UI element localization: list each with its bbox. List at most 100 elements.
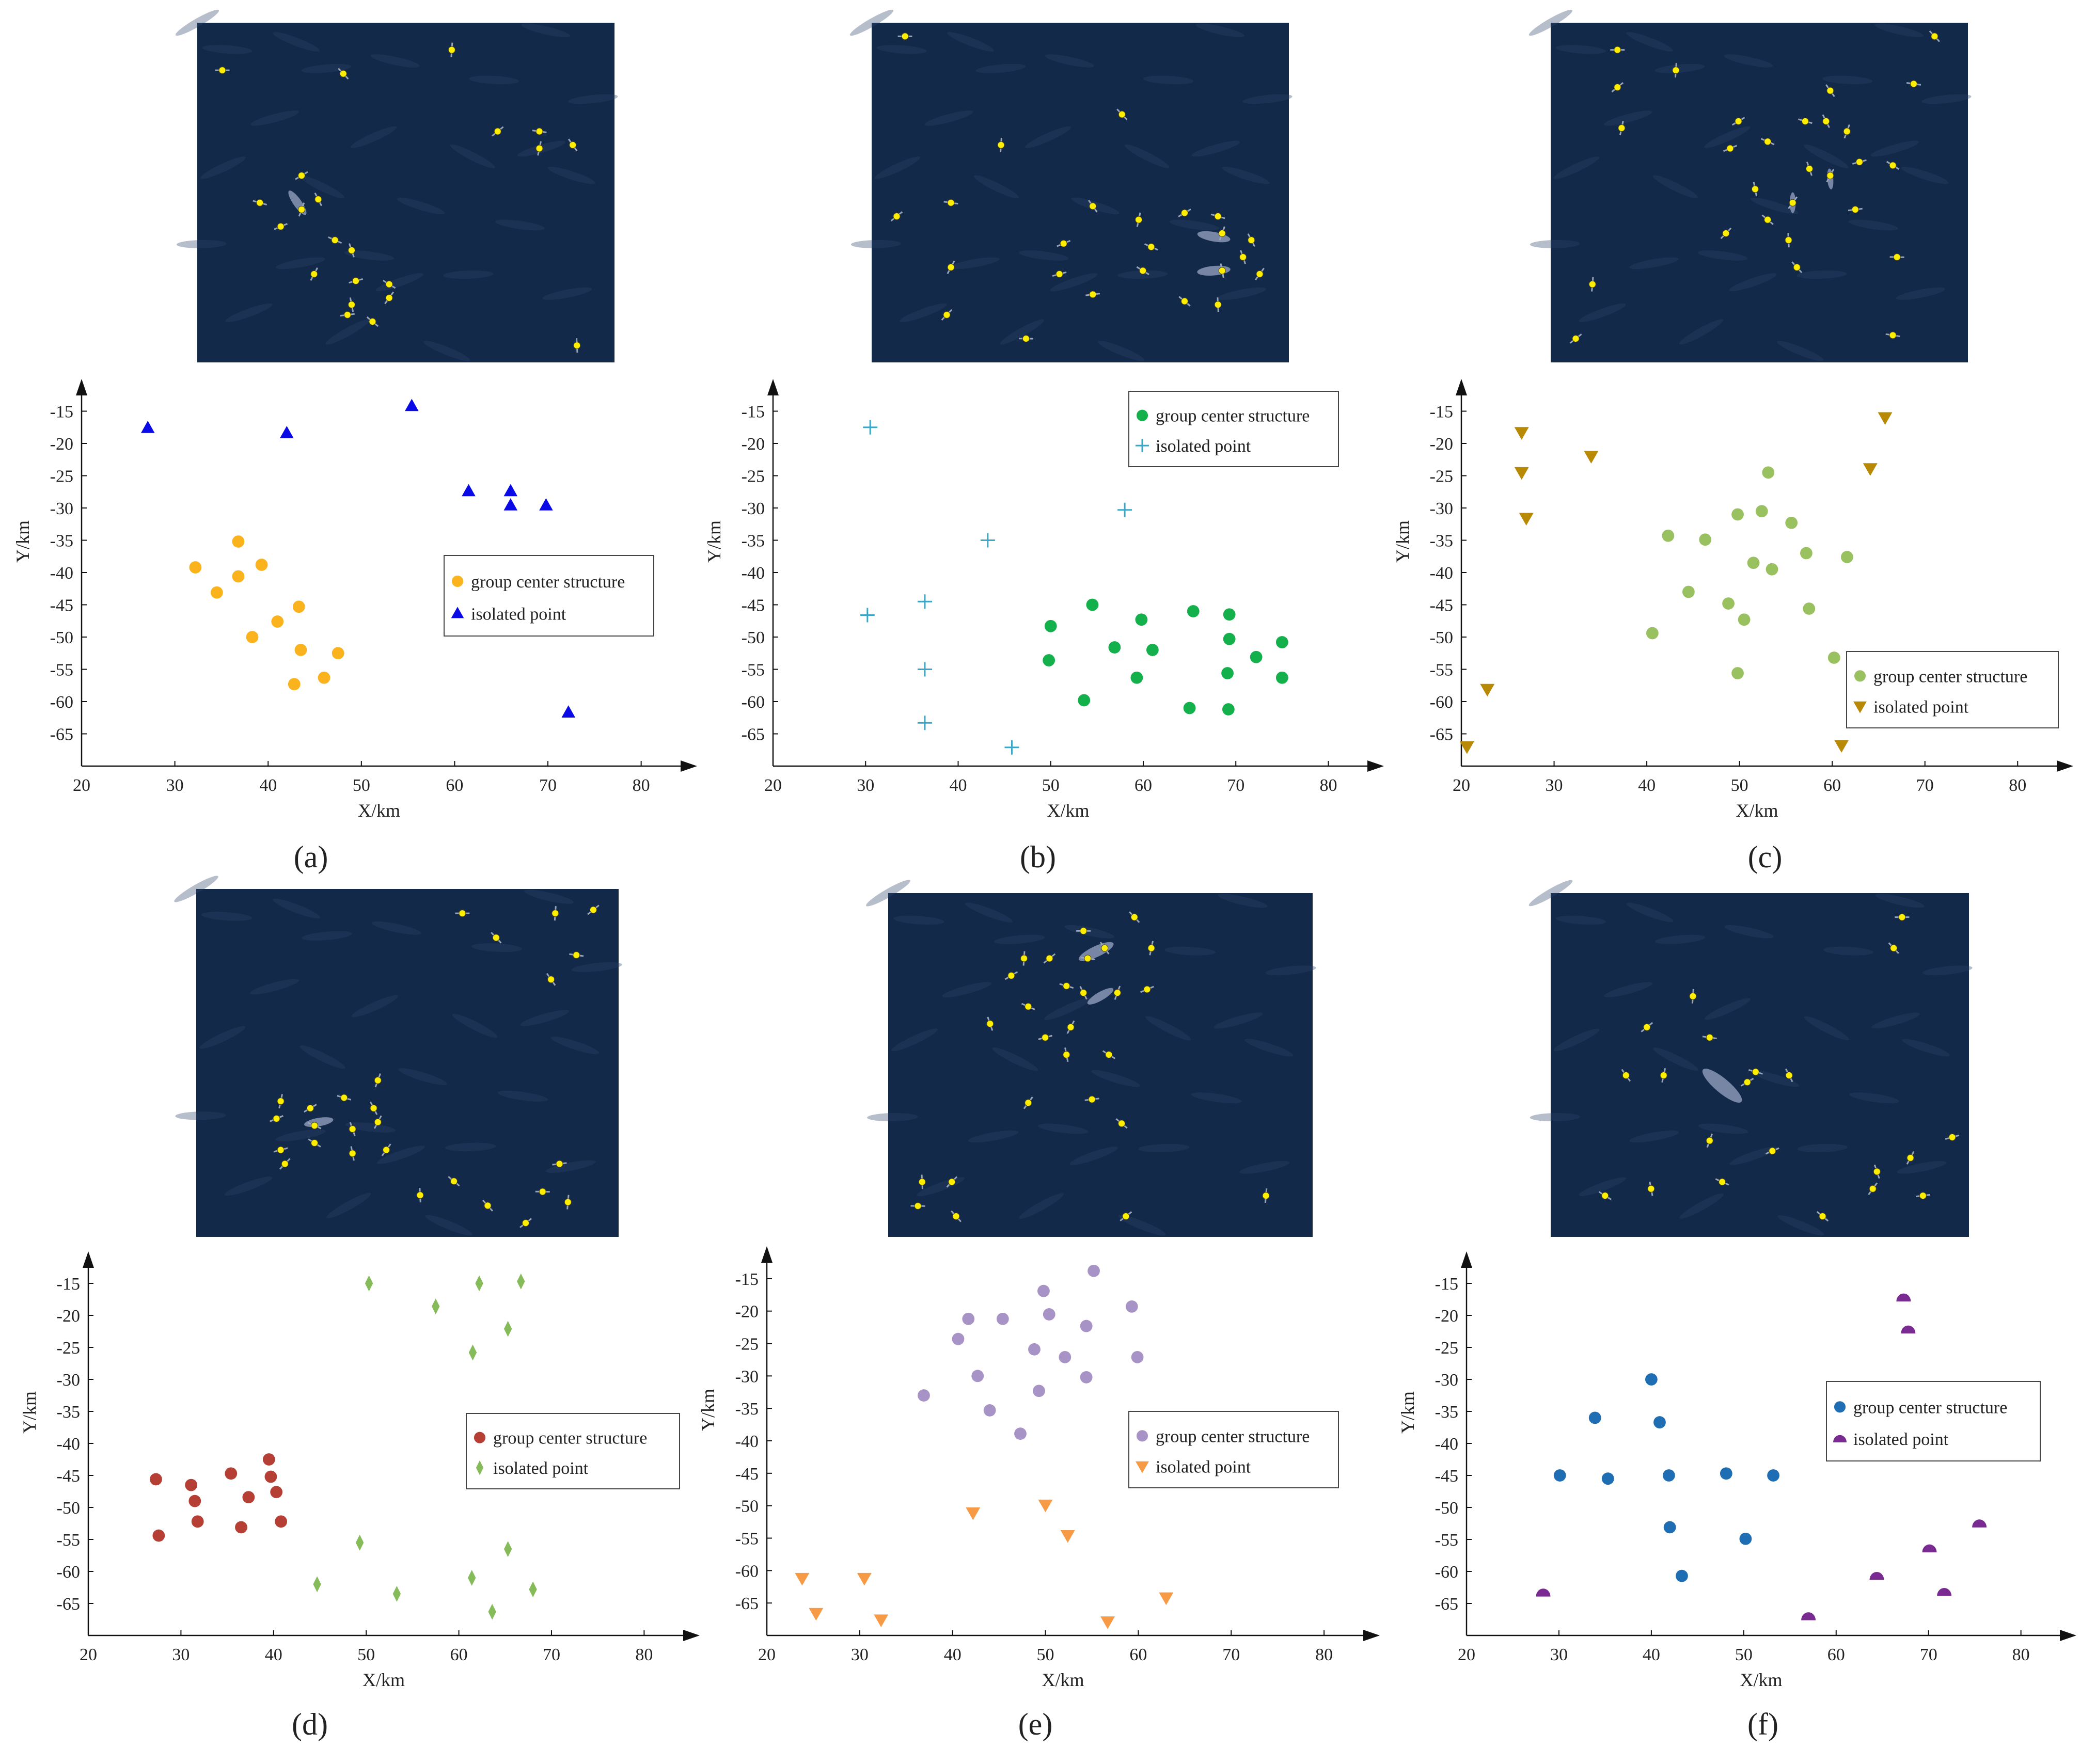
data-point: [1801, 1612, 1816, 1620]
legend-marker: [1136, 409, 1148, 421]
legend: group center structure isolated point: [1128, 391, 1339, 467]
data-point: [1682, 585, 1695, 598]
y-tick-label: -40: [50, 564, 73, 583]
x-tick-label: 20: [1458, 1645, 1475, 1664]
ship-marker: [1895, 913, 1910, 921]
y-axis-label: Y/km: [1397, 1391, 1418, 1434]
data-point: [983, 1404, 996, 1417]
y-tick-label: -60: [1435, 1563, 1458, 1582]
x-tick-label: 60: [1823, 776, 1841, 795]
y-tick-label: -40: [57, 1435, 80, 1454]
data-point: [270, 1486, 283, 1499]
y-tick-label: -55: [57, 1531, 80, 1550]
y-axis-label: Y/km: [12, 520, 33, 563]
ship-marker: [1598, 1191, 1612, 1200]
ship-marker: [946, 1176, 958, 1188]
legend-marker: [1833, 1435, 1847, 1443]
legend-marker: [1853, 701, 1867, 713]
data-point: [1125, 1300, 1138, 1313]
y-tick-label: -25: [742, 467, 765, 486]
x-tick-label: 50: [1735, 1645, 1753, 1664]
data-point: [1653, 1416, 1666, 1428]
data-point: [1080, 1320, 1093, 1332]
data-point: [917, 662, 932, 677]
legend-label: group center structure: [1156, 1427, 1310, 1446]
ship-marker: [310, 267, 319, 281]
ship-marker: [1066, 1020, 1075, 1034]
ship-marker: [269, 1115, 283, 1122]
data-point: [1275, 671, 1288, 684]
ship-marker: [314, 193, 323, 206]
ship-marker: [491, 932, 502, 944]
legend-marker: [1834, 1401, 1846, 1413]
y-tick-label: -15: [50, 403, 73, 422]
ship-marker: [910, 1202, 925, 1210]
ship-marker: [1023, 1096, 1033, 1109]
x-tick-label: 80: [1319, 776, 1337, 795]
x-tick-label: 50: [357, 1645, 375, 1664]
ship-marker: [1886, 161, 1900, 170]
ship-marker: [1147, 941, 1155, 956]
x-tick-label: 40: [259, 776, 277, 795]
x-tick-label: 70: [539, 776, 557, 795]
ship-marker: [1788, 196, 1798, 209]
data-point: [264, 1470, 277, 1483]
y-tick-label: -60: [735, 1562, 759, 1581]
data-point: [874, 1614, 889, 1627]
legend-label: group center structure: [493, 1429, 647, 1448]
data-point: [1827, 651, 1840, 664]
data-point: [1250, 650, 1263, 663]
data-point: [561, 705, 576, 718]
legend-marker: [1136, 439, 1149, 453]
ship-marker: [890, 211, 903, 222]
ship-marker: [1889, 253, 1904, 261]
ship-marker: [304, 1104, 317, 1113]
data-point: [1785, 516, 1798, 529]
data-point: [467, 1570, 476, 1586]
ship-marker: [1888, 942, 1899, 954]
x-tick-label: 20: [764, 776, 782, 795]
ship-marker: [1135, 212, 1143, 227]
ship-marker: [535, 141, 543, 156]
data-point: [1223, 608, 1236, 621]
y-axis-arrow: [1456, 379, 1467, 395]
ship-marker: [1740, 1077, 1754, 1087]
ship-marker: [1210, 213, 1225, 220]
y-tick-label: -65: [742, 725, 765, 744]
y-tick-label: -15: [1430, 403, 1453, 422]
ship-marker: [1929, 30, 1941, 42]
ship-marker: [1816, 1211, 1829, 1222]
data-point: [1159, 1592, 1174, 1606]
x-tick-label: 60: [450, 1645, 468, 1664]
data-point: [1078, 694, 1091, 707]
ship-marker: [1085, 291, 1100, 298]
legend-marker: [1136, 1430, 1148, 1442]
data-point: [294, 644, 307, 656]
data-point: [1135, 613, 1148, 626]
ship-marker: [947, 260, 955, 274]
data-point: [1863, 463, 1878, 476]
ship-marker: [1218, 263, 1226, 278]
data-point: [1972, 1519, 1987, 1528]
data-point: [475, 1275, 483, 1292]
ship-marker: [1689, 989, 1697, 1004]
y-tick-label: -30: [57, 1371, 80, 1390]
data-point: [355, 1534, 364, 1551]
data-point: [1738, 613, 1751, 626]
ship-marker: [1611, 82, 1624, 92]
panel-caption: (b): [1020, 840, 1056, 874]
data-point: [1755, 505, 1768, 518]
data-point: [1676, 1569, 1688, 1582]
satellite-image: [1528, 880, 1973, 1237]
series-isolated-point: [860, 420, 1132, 755]
data-point: [1514, 467, 1529, 480]
ship-marker: [1262, 1188, 1270, 1203]
data-point: [1722, 597, 1735, 610]
x-tick-label: 30: [1550, 1645, 1568, 1664]
panel-e: 20 30 40 50 60 70 80 -15 -20 -25 -30 -35 -40 -45 -50 -5…: [698, 880, 1380, 1741]
ship-marker: [1825, 84, 1835, 97]
ship-marker: [1178, 208, 1191, 217]
data-point: [1662, 529, 1675, 542]
data-point: [1519, 513, 1534, 526]
legend: group center structure isolated point: [466, 1413, 680, 1489]
